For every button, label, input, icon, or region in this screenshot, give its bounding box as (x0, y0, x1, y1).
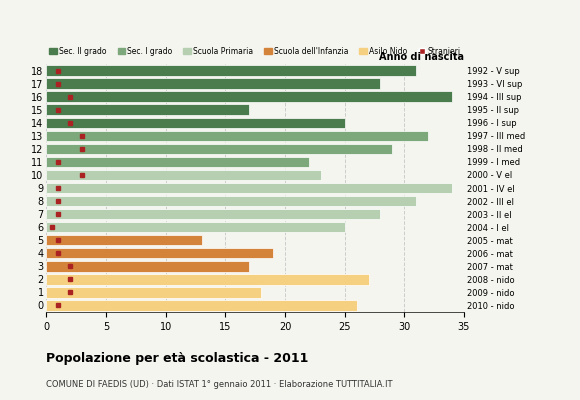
Bar (46, 92, 452, 102)
Bar (46, 235, 201, 246)
Bar (46, 183, 452, 193)
Bar (46, 248, 273, 258)
Text: Popolazione per età scolastica - 2011: Popolazione per età scolastica - 2011 (46, 352, 309, 365)
Bar (46, 274, 368, 284)
Bar (46, 118, 345, 128)
Bar (46, 222, 345, 232)
Bar (46, 65, 416, 76)
Bar (46, 287, 261, 298)
Legend: Sec. II grado, Sec. I grado, Scuola Primaria, Scuola dell'Infanzia, Asilo Nido, : Sec. II grado, Sec. I grado, Scuola Prim… (46, 44, 464, 59)
Bar (46, 78, 380, 89)
Bar (46, 209, 380, 219)
Bar (46, 170, 321, 180)
Bar (46, 300, 357, 311)
Bar (46, 144, 393, 154)
Bar (46, 196, 416, 206)
Bar (46, 261, 249, 272)
Bar (46, 157, 309, 167)
Text: Anno di nascita: Anno di nascita (379, 52, 464, 62)
Text: COMUNE DI FAEDIS (UD) · Dati ISTAT 1° gennaio 2011 · Elaborazione TUTTITALIA.IT: COMUNE DI FAEDIS (UD) · Dati ISTAT 1° ge… (46, 380, 393, 389)
Bar (46, 130, 428, 141)
Bar (46, 104, 249, 115)
